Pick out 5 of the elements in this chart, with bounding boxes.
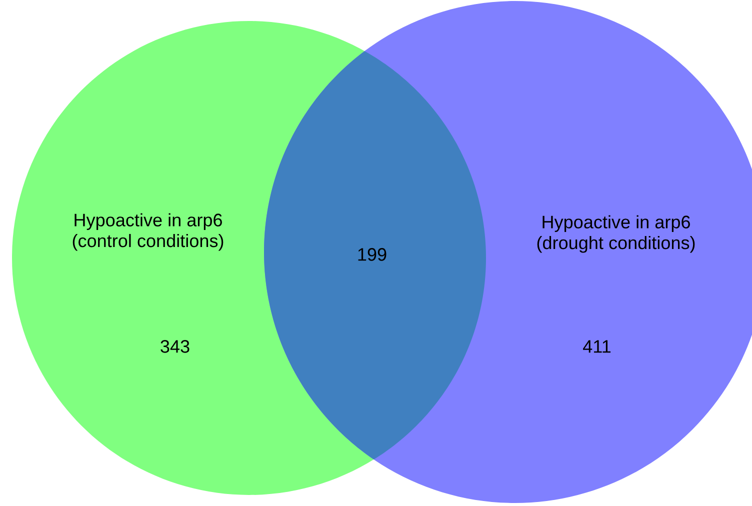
data-label: 343 bbox=[160, 340, 190, 353]
category-label: Hypoactive in arp6 (drought conditions) bbox=[537, 215, 695, 253]
category-label: Hypoactive in arp6 (control conditions) bbox=[72, 213, 224, 251]
text: 199 bbox=[358, 248, 386, 261]
data-label: 411 bbox=[583, 340, 611, 353]
